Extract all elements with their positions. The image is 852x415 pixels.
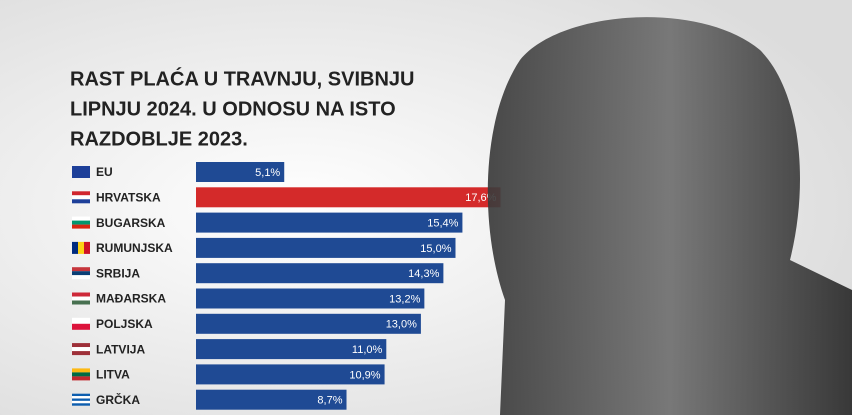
flag [72,166,90,178]
bar [196,313,421,334]
bar [196,212,463,233]
flag [72,323,90,330]
category-label: BUGARSKA [96,216,166,230]
chart-title-line: RAST PLAĆA U TRAVNJU, SVIBNJU [70,66,414,90]
flag [72,398,90,401]
category-label: LITVA [96,368,130,382]
flag [72,372,90,377]
category-label: SRBIJA [96,266,140,280]
flag [72,216,90,221]
flag [72,317,90,324]
value-label: 5,1% [255,167,280,179]
flag [72,300,90,305]
bar [196,187,501,208]
category-label: EU [96,165,113,179]
flag [72,351,90,356]
bar [196,162,285,182]
flag [72,191,90,196]
flag [72,292,90,297]
flag [72,396,90,399]
chart-title-line: RAZDOBLJE 2023. [70,128,248,150]
bar [196,339,387,360]
flag [72,275,90,280]
category-label: RUMUNJSKA [96,241,173,255]
flag [72,347,90,352]
category-label: HRVATSKA [96,190,161,204]
flag [72,224,90,229]
flag [72,393,90,397]
chart-title-line: LIPNJU 2024. U ODNOSU NA ISTO [70,98,396,120]
flag [72,376,90,381]
photo-figure [487,17,852,415]
flag [72,220,90,225]
category-label: MAĐARSKA [96,292,166,306]
bar [196,263,444,284]
flag [72,296,90,301]
value-label: 8,7% [317,395,342,407]
bar [196,364,385,385]
value-label: 11,0% [352,344,383,356]
flag [72,199,90,204]
bar [196,288,425,309]
flag [72,267,90,272]
flag [72,195,90,200]
flag [72,368,90,373]
value-label: 14,3% [408,268,439,280]
category-label: LATVIJA [96,342,145,356]
value-label: 13,0% [386,319,417,331]
value-label: 10,9% [349,369,380,381]
value-label: 15,0% [420,243,451,255]
flag [72,271,90,276]
bar [196,237,456,258]
category-label: GRČKA [96,392,140,407]
flag [72,403,90,406]
value-label: 15,4% [427,218,458,230]
bar [196,389,347,410]
category-label: POLJSKA [96,317,153,331]
flag [72,343,90,348]
flag [84,241,90,254]
value-label: 13,2% [389,293,420,305]
flag [72,241,78,254]
flag [78,241,84,254]
flag [72,400,90,404]
